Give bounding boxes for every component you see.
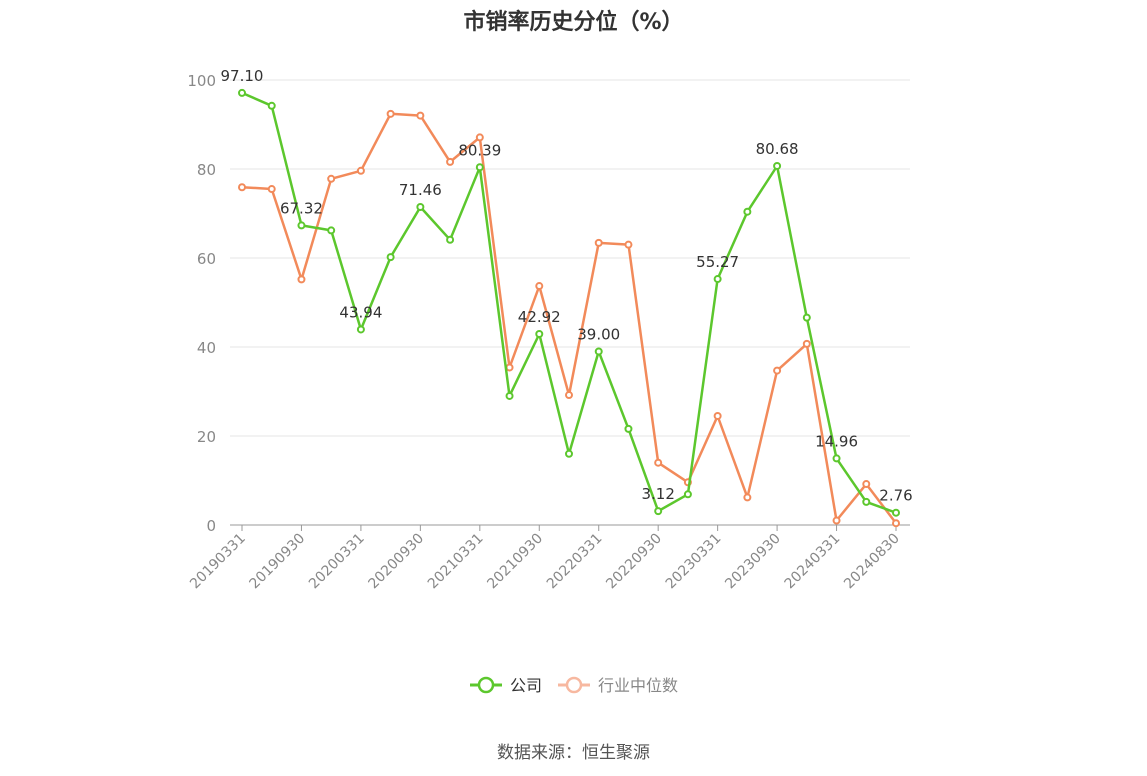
data-label: 2.76 [879,487,912,505]
data-point-industry [773,366,782,375]
data-point-company [683,490,692,499]
data-point-company [356,325,365,334]
data-point-industry [327,174,336,183]
y-tick-label: 80 [197,161,216,179]
data-point-industry [267,185,276,194]
data-point-industry [505,363,514,372]
data-point-industry [713,411,722,420]
x-tick-label: 20230331 [663,531,725,593]
data-source: 数据来源：恒生聚源 [497,743,650,763]
x-tick-label: 20230930 [722,531,784,593]
legend-item-company[interactable]: 公司 [470,676,542,695]
data-point-company [624,424,633,433]
data-point-company [862,497,871,506]
x-tick-label: 20210331 [425,531,487,593]
data-point-industry [297,275,306,284]
data-point-industry [446,157,455,166]
data-point-company [446,235,455,244]
y-tick-label: 40 [197,339,216,357]
data-point-industry [356,166,365,175]
series [238,88,900,528]
x-tick-label: 20220930 [603,531,665,593]
data-point-company [594,347,603,356]
data-point-industry [565,391,573,400]
data-point-industry [892,519,900,528]
data-point-company [802,313,811,322]
x-tick-label: 20190930 [247,531,309,593]
data-label: 39.00 [577,325,620,343]
data-label: 55.27 [696,253,739,271]
data-point-company [713,275,722,284]
x-tick-label: 20200331 [306,531,368,593]
data-point-industry [594,238,603,247]
data-label: 14.96 [815,432,858,450]
data-point-industry [475,133,484,142]
legend-item-industry[interactable]: 行业中位数 [558,676,678,695]
data-point-company [535,330,544,339]
y-tick-label: 0 [206,517,216,535]
data-point-industry [743,493,752,502]
x-tick-label: 20240331 [782,531,844,593]
data-label: 80.39 [458,141,501,159]
data-label: 67.32 [280,199,323,217]
data-point-company [475,163,484,172]
data-point-company [327,226,336,235]
data-point-company [267,101,276,110]
data-point-company [565,449,573,458]
data-point-industry [535,282,544,291]
data-point-industry [654,458,663,467]
y-tick-label: 60 [197,250,216,268]
data-point-company [386,253,395,262]
data-point-company [892,508,900,517]
x-tick-label: 20240830 [841,531,903,593]
chart-title: 市销率历史分位（%） [463,10,684,35]
grid-lines [230,79,910,437]
x-tick-label: 20210930 [484,531,546,593]
data-point-industry [832,516,841,525]
data-point-company [238,88,246,97]
data-point-industry [862,480,871,489]
legend-marker [565,676,583,694]
data-point-industry [802,339,811,348]
data-label: 43.94 [339,303,382,321]
data-label: 80.68 [756,140,799,158]
data-label: 71.46 [399,181,442,199]
y-tick-label: 20 [197,428,216,446]
data-point-company [654,507,663,516]
data-point-industry [238,183,246,192]
axes: 0 20 40 60 80 100 2019033120190930202003312020… [187,72,910,592]
data-label: 42.92 [518,308,561,326]
data-point-industry [386,109,395,118]
data-point-company [505,391,514,400]
data-point-company [297,221,306,230]
legend: 公司 行业中位数 [470,676,678,695]
y-tick-label: 100 [187,72,216,90]
data-point-company [832,454,841,463]
data-point-company [416,203,425,212]
legend-label: 行业中位数 [598,676,678,695]
data-point-industry [416,111,425,120]
data-label: 3.12 [641,485,674,503]
legend-label: 公司 [510,676,542,695]
data-point-company [743,207,752,216]
data-label: 97.10 [221,67,264,85]
x-tick-label: 20200930 [365,531,427,593]
legend-marker [477,676,495,694]
data-labels: 97.10 67.32 43.94 71.46 80.39 42.92 39.00 3.12 5… [221,67,913,505]
data-point-company [773,161,782,170]
x-tick-label: 20190331 [187,531,249,593]
x-tick-label: 20220331 [544,531,606,593]
data-point-industry [624,240,633,249]
